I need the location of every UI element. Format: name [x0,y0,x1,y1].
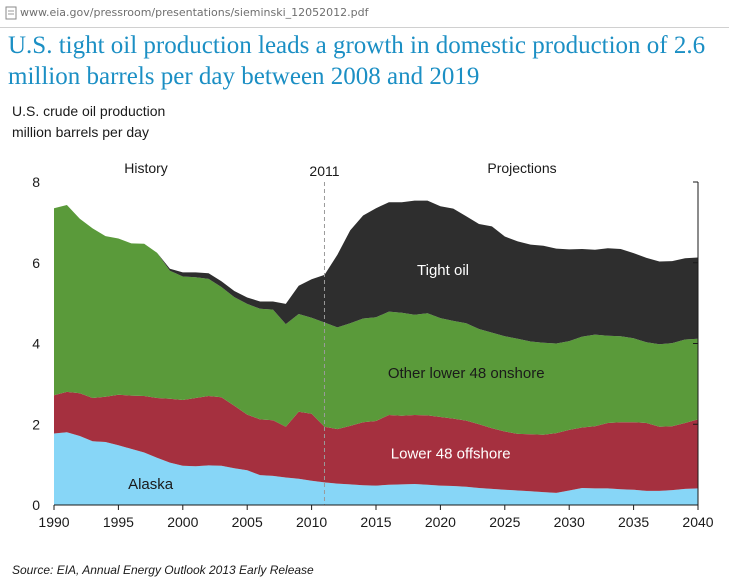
chart-title: U.S. tight oil production leads a growth… [8,32,706,90]
x-tick-label: 2000 [167,514,198,530]
y-tick-label: 8 [32,174,40,190]
x-tick-label: 2035 [618,514,649,530]
area-label-alaska: Alaska [128,476,174,493]
x-tick-label: 2020 [425,514,456,530]
y-tick-label: 2 [32,416,40,432]
x-tick-label: 2025 [489,514,520,530]
y-tick-label: 4 [32,336,40,352]
source-note: Source: EIA, Annual Energy Outlook 2013 … [12,563,314,577]
x-tick-label: 2040 [682,514,713,530]
area-alaska [54,432,698,505]
x-tick-label: 2030 [554,514,585,530]
area-label-tight-oil: Tight oil [417,262,469,279]
area-tight-oil [54,200,698,345]
area-lower-48-offshore [54,391,698,493]
x-tick-label: 2010 [296,514,327,530]
area-label-other-lower-48-onshore: Other lower 48 onshore [388,365,545,382]
x-tick-label: 2015 [360,514,391,530]
x-tick-label: 2005 [232,514,263,530]
divider-year-label: 2011 [309,163,339,179]
y-axis-title: U.S. crude oil production [12,103,166,119]
y-tick-label: 6 [32,255,40,271]
url-text[interactable]: www.eia.gov/pressroom/presentations/siem… [20,6,369,19]
page-icon [5,6,17,20]
x-tick-label: 1990 [38,514,69,530]
area-labels: Tight oil Other lower 48 onshore Lower 48 … [128,262,544,493]
area-other-lower-48-onshore [54,205,698,435]
area-label-lower-48-offshore: Lower 48 offshore [391,446,511,463]
history-label: History [124,160,168,176]
address-bar[interactable]: www.eia.gov/pressroom/presentations/siem… [0,0,729,28]
chart: 2011 History Projections Tight oil Other … [32,160,714,530]
projections-label: Projections [487,160,556,176]
x-tick-label: 1995 [103,514,134,530]
y-tick-label: 0 [32,497,40,513]
area-series [54,200,698,505]
y-axis-unit: million barrels per day [12,124,149,140]
axes: 1990 1995 2000 2005 2010 2015 2020 2025 2030 2035… [32,174,714,530]
